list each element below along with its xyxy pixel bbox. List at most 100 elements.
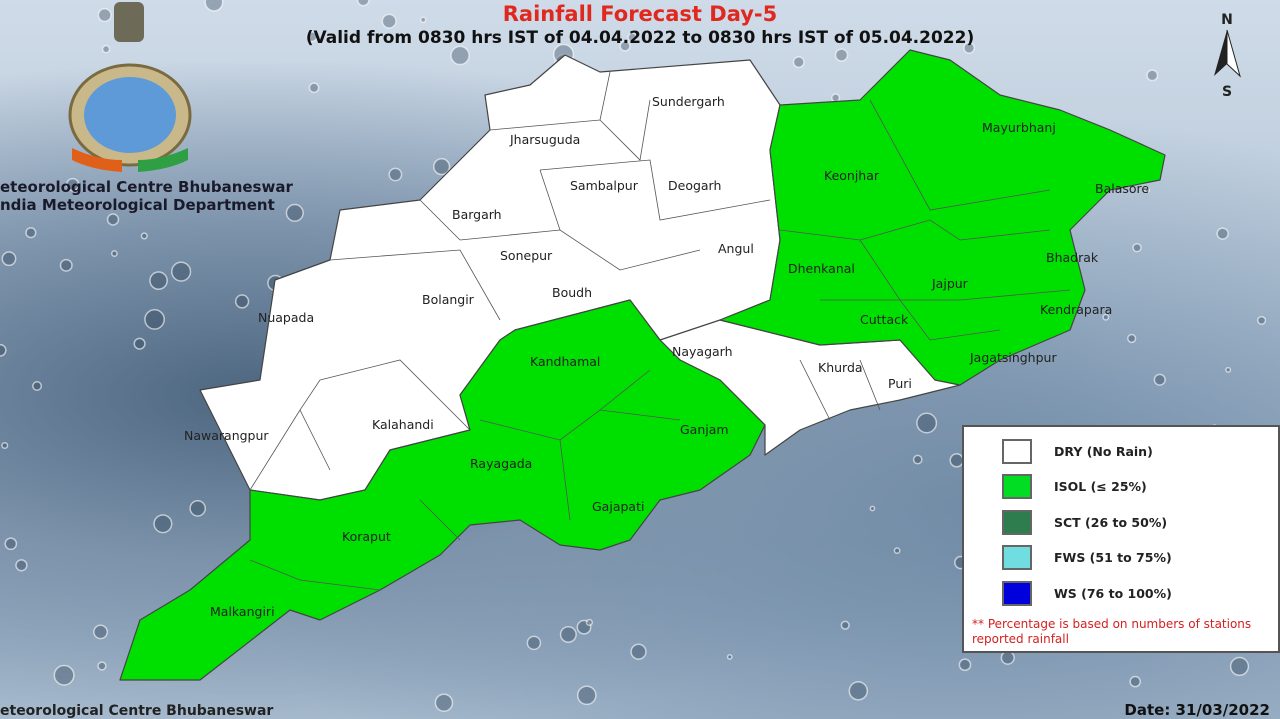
raindrop	[840, 620, 850, 630]
district-boundaries	[249, 71, 1071, 591]
legend-swatch	[1002, 545, 1032, 570]
raindrop	[916, 412, 938, 434]
raindrop	[106, 213, 120, 226]
legend-swatch	[1002, 474, 1032, 499]
raindrop	[958, 658, 972, 672]
raindrop	[1144, 187, 1151, 194]
raindrop	[526, 635, 542, 651]
issue-date: Date: 31/03/2022	[1124, 701, 1270, 719]
district-label-jajpur: Jajpur	[931, 276, 969, 291]
raindrop	[1216, 227, 1229, 240]
district-label-gajapati: Gajapati	[592, 499, 644, 514]
raindrop	[1146, 69, 1159, 82]
raindrop	[204, 0, 224, 12]
footer-org: eteorological Centre Bhubaneswar	[0, 703, 274, 719]
district-label-bolangir: Bolangir	[422, 292, 475, 307]
legend-item-dry: DRY (No Rain)	[1002, 439, 1153, 464]
raindrop	[619, 40, 631, 52]
district-label-sundergarh: Sundergarh	[652, 94, 725, 109]
district-label-sambalpur: Sambalpur	[570, 178, 639, 193]
district-label-deogarh: Deogarh	[668, 178, 721, 193]
district-label-rayagada: Rayagada	[470, 456, 532, 471]
legend-note: ** Percentage is based on numbers of sta…	[972, 617, 1252, 646]
raindrop	[1132, 242, 1142, 253]
raindrop	[893, 547, 901, 555]
raindrop	[149, 271, 168, 290]
legend-item-fws: FWS (51 to 75%)	[1002, 545, 1172, 570]
raindrop	[308, 82, 320, 94]
map-subtitle: (Valid from 0830 hrs IST of 04.04.2022 t…	[305, 28, 975, 48]
raindrop	[381, 13, 397, 29]
legend: DRY (No Rain) ISOL (≤ 25%) SCT (26 to 50…	[962, 425, 1280, 653]
raindrop	[53, 664, 75, 686]
raindrop	[189, 500, 207, 517]
district-label-kalahandi: Kalahandi	[372, 417, 434, 432]
district-label-koraput: Koraput	[342, 529, 391, 544]
raindrop	[0, 343, 7, 357]
compass-south-label: S	[1221, 84, 1233, 100]
raindrop	[630, 643, 647, 660]
org-name-line2: ndia Meteorological Department	[0, 196, 275, 214]
raindrop	[1225, 366, 1232, 373]
raindrop	[101, 44, 111, 54]
district-label-boudh: Boudh	[552, 285, 592, 300]
raindrop	[25, 227, 37, 239]
raindrop	[4, 537, 18, 551]
raindrop	[32, 380, 43, 391]
district-label-bhadrak: Bhadrak	[1046, 250, 1099, 265]
raindrop	[144, 309, 165, 330]
district-label-dhenkanal: Dhenkanal	[788, 261, 855, 276]
legend-label: SCT (26 to 50%)	[1054, 515, 1168, 530]
raindrop	[93, 624, 109, 640]
raindrop	[110, 250, 118, 257]
district-label-mayurbhanj: Mayurbhanj	[982, 120, 1056, 135]
legend-swatch	[1002, 439, 1032, 464]
raindrop	[97, 8, 112, 23]
raindrop	[1129, 675, 1141, 688]
raindrop	[1, 441, 9, 450]
raindrop	[306, 31, 318, 43]
district-label-keonjhar: Keonjhar	[824, 168, 880, 183]
raindrop	[450, 45, 470, 66]
raindrop	[834, 48, 849, 62]
district-label-ganjam: Ganjam	[680, 422, 729, 437]
raindrop	[848, 681, 869, 701]
raindrop	[963, 42, 976, 54]
raindrop	[153, 514, 173, 534]
district-label-jagatsinghpur: Jagatsinghpur	[969, 350, 1057, 365]
region-isol-north-east	[719, 49, 1166, 386]
raindrop	[65, 177, 80, 192]
raindrop	[419, 16, 427, 24]
raindrop	[15, 559, 28, 572]
org-name-line1: eteorological Centre Bhubaneswar	[0, 178, 293, 196]
district-label-jharsuguda: Jharsuguda	[509, 132, 580, 147]
legend-label: ISOL (≤ 25%)	[1054, 479, 1147, 494]
raindrop	[576, 685, 597, 706]
legend-label: DRY (No Rain)	[1054, 444, 1153, 459]
compass-north-label: N	[1221, 12, 1233, 28]
raindrop	[1127, 333, 1137, 344]
raindrop	[792, 56, 805, 69]
raindrop	[1102, 313, 1110, 321]
district-label-nayagarh: Nayagarh	[672, 344, 733, 359]
district-label-khurda: Khurda	[818, 360, 863, 375]
legend-swatch	[1002, 581, 1032, 606]
legend-item-sct: SCT (26 to 50%)	[1002, 510, 1167, 535]
raindrop	[388, 167, 403, 182]
raindrop	[59, 258, 73, 272]
district-label-puri: Puri	[888, 376, 912, 391]
raindrop	[434, 693, 454, 713]
raindrop	[171, 261, 192, 282]
raindrop	[433, 158, 451, 176]
compass-arrow-icon	[1214, 29, 1241, 78]
north-arrow: N S	[1212, 12, 1242, 100]
raindrop	[585, 618, 593, 627]
raindrop	[356, 0, 370, 7]
raindrop	[133, 337, 146, 350]
raindrop	[627, 32, 638, 43]
legend-label: FWS (51 to 75%)	[1054, 550, 1172, 565]
district-label-balasore: Balasore	[1095, 181, 1149, 196]
district-label-nawarangpur: Nawarangpur	[184, 428, 269, 443]
raindrop	[1153, 373, 1166, 386]
